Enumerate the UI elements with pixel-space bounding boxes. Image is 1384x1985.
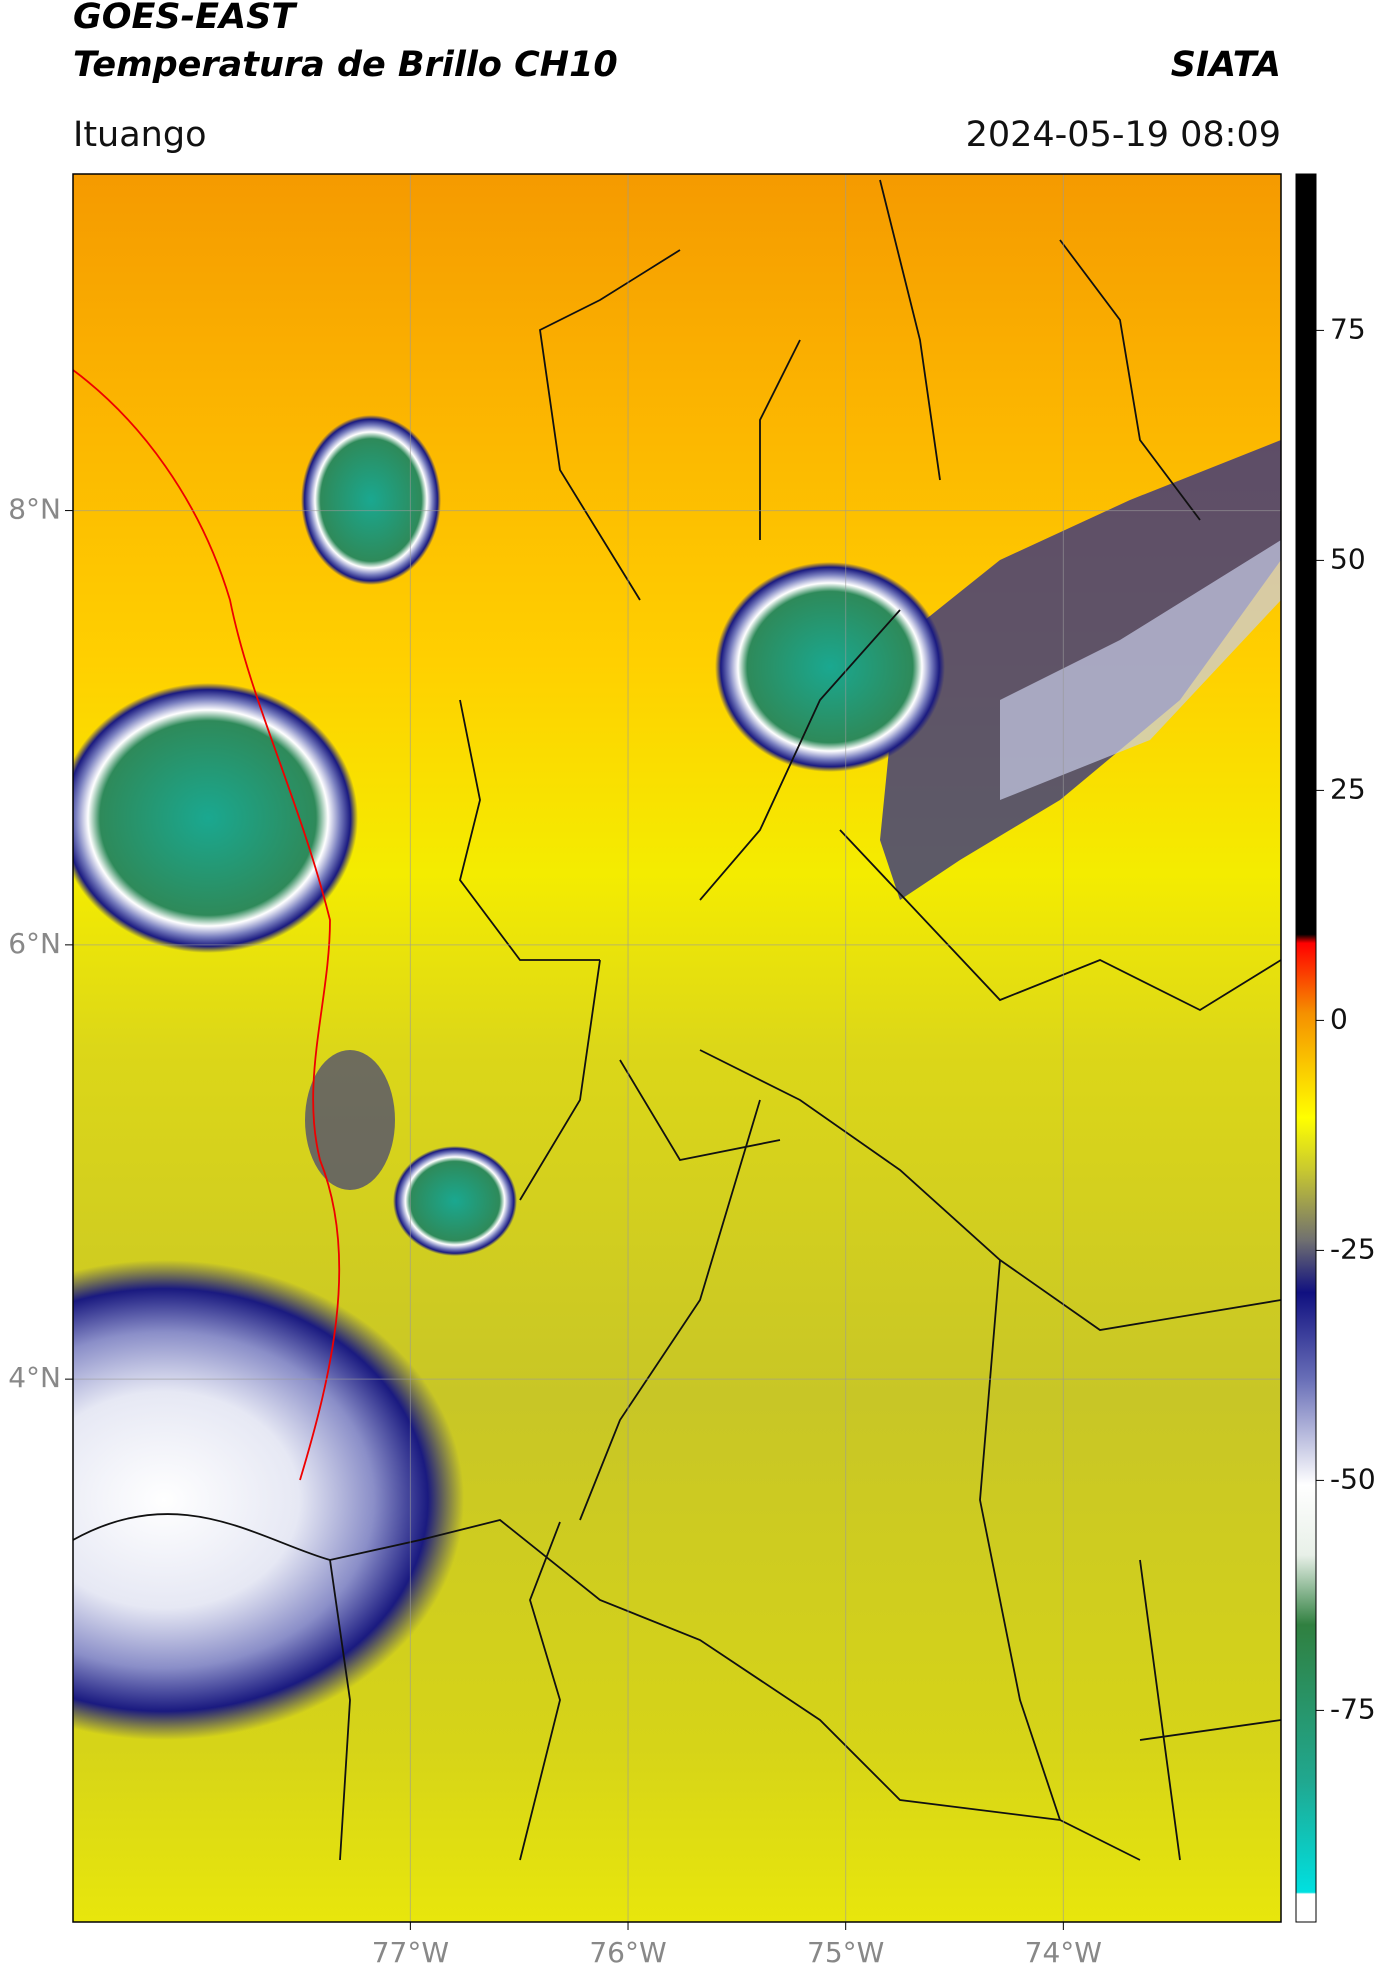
colorbar-label: 25 [1330, 772, 1366, 805]
colorbar [1295, 173, 1317, 1923]
lon-label: 77°W [372, 1936, 449, 1969]
lat-label: 4°N [8, 1361, 61, 1394]
map-imagery [73, 174, 1281, 1922]
title: GOES-EAST [73, 0, 298, 37]
lon-label: 76°W [589, 1936, 666, 1969]
lat-label: 6°N [8, 927, 61, 960]
lon-label: 75°W [807, 1936, 884, 1969]
lat-label: 8°N [8, 493, 61, 526]
timestamp: 2024-05-19 08:09 [966, 115, 1281, 155]
colorbar-label: -75 [1330, 1692, 1376, 1725]
brand: SIATA [1171, 45, 1281, 85]
location: Ituango [73, 115, 207, 155]
colorbar-label: 0 [1330, 1002, 1348, 1035]
colorbar-label: 75 [1330, 312, 1366, 345]
lon-label: 74°W [1025, 1936, 1102, 1969]
colorbar-label: -50 [1330, 1462, 1376, 1495]
map-frame [72, 173, 1282, 1923]
subtitle: Temperatura de Brillo CH10 [73, 45, 618, 85]
colorbar-label: -25 [1330, 1232, 1376, 1265]
colorbar-label: 50 [1330, 542, 1366, 575]
